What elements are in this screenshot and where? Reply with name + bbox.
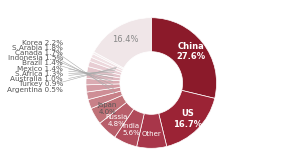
Text: Russia
4.8%: Russia 4.8% [105,114,128,127]
Wedge shape [137,113,167,148]
Wedge shape [94,18,151,68]
Wedge shape [86,78,120,85]
Text: Korea 2.2%: Korea 2.2% [22,40,115,93]
Wedge shape [115,109,144,147]
Wedge shape [87,87,121,100]
Wedge shape [88,61,122,75]
Wedge shape [93,52,124,69]
Wedge shape [87,67,121,78]
Text: China
27.6%: China 27.6% [177,42,206,61]
Wedge shape [86,73,120,81]
Wedge shape [91,54,123,71]
Wedge shape [159,90,215,146]
Wedge shape [90,57,122,73]
Text: Australia 1.0%: Australia 1.0% [10,70,115,82]
Text: 16.4%: 16.4% [112,35,138,44]
Text: Japan
4.0%: Japan 4.0% [98,102,117,115]
Text: Argentina 0.5%: Argentina 0.5% [7,67,117,92]
Wedge shape [91,95,126,123]
Text: Mexico 1.4%: Mexico 1.4% [17,66,113,75]
Wedge shape [100,102,134,137]
Text: US
16.7%: US 16.7% [173,109,202,129]
Wedge shape [88,91,122,109]
Text: Turkey 0.9%: Turkey 0.9% [19,68,116,87]
Text: Brazil 1.4%: Brazil 1.4% [22,60,113,78]
Wedge shape [86,84,120,92]
Text: Other: Other [142,131,162,137]
Text: S.Africa 1.3%: S.Africa 1.3% [15,71,114,77]
Text: S.Arabia 1.8%: S.Arabia 1.8% [12,45,114,89]
Wedge shape [151,18,217,98]
Text: India
5.6%: India 5.6% [122,123,140,136]
Text: Canada 1.7%: Canada 1.7% [15,50,113,85]
Text: Indonesia 1.5%: Indonesia 1.5% [8,55,113,82]
